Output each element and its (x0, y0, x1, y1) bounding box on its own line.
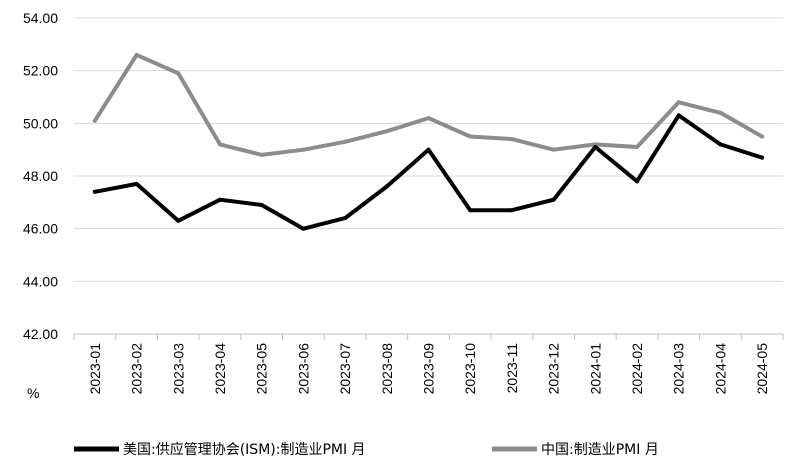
gridlines (74, 17, 783, 335)
data-point (760, 155, 765, 160)
data-point (343, 216, 348, 221)
data-point (217, 197, 222, 202)
data-point (384, 184, 389, 189)
y-tick-label: 54.00 (23, 10, 58, 26)
data-point (718, 142, 723, 147)
data-point (259, 152, 264, 157)
y-tick-label: 48.00 (23, 168, 58, 184)
data-point (176, 218, 181, 223)
y-tick-label: 46.00 (23, 221, 58, 237)
x-tick-label: 2024-04 (712, 343, 728, 395)
y-tick-label: 42.00 (23, 326, 58, 342)
data-point (301, 226, 306, 231)
data-point (593, 145, 598, 150)
y-axis-ticks: 54.00 52.00 50.00 48.00 46.00 44.00 42.00 (23, 10, 58, 342)
x-tick-label: 2023-05 (254, 343, 270, 395)
data-point (718, 110, 723, 115)
y-tick-label: 50.00 (23, 115, 58, 131)
legend: 美国:供应管理协会(ISM):制造业PMI 月 中国:制造业PMI 月 (74, 441, 659, 458)
data-point (551, 197, 556, 202)
x-tick-label: 2023-09 (421, 343, 437, 395)
data-point (468, 208, 473, 213)
legend-label-china: 中国:制造业PMI 月 (541, 442, 659, 458)
x-tick-label: 2023-03 (170, 343, 186, 395)
data-point (676, 113, 681, 118)
data-point (301, 147, 306, 152)
x-tick-label: 2023-01 (87, 343, 103, 395)
data-point (509, 208, 514, 213)
x-tick-label: 2024-02 (629, 343, 645, 395)
data-point (343, 139, 348, 144)
data-point (635, 179, 640, 184)
x-tick-label: 2023-07 (337, 343, 353, 395)
y-tick-label: 52.00 (23, 63, 58, 79)
data-point (509, 137, 514, 142)
data-point (635, 145, 640, 150)
data-point (426, 116, 431, 121)
x-tick-label: 2023-02 (129, 343, 145, 395)
y-axis-unit: % (27, 385, 39, 401)
x-tick-label: 2023-06 (295, 343, 311, 395)
data-point (259, 202, 264, 207)
data-point (384, 129, 389, 134)
series-lines (92, 52, 765, 231)
data-point (217, 142, 222, 147)
y-tick-label: 44.00 (23, 273, 58, 289)
data-point (426, 147, 431, 152)
x-tick-label: 2024-03 (671, 343, 687, 395)
data-point (551, 147, 556, 152)
data-point (92, 189, 97, 194)
x-tick-label: 2023-08 (379, 343, 395, 395)
x-tick-label: 2023-10 (462, 343, 478, 395)
data-point (134, 181, 139, 186)
data-point (92, 118, 97, 123)
data-point (176, 71, 181, 76)
x-axis-ticks: 2023-01 2023-02 2023-03 2023-04 2023-05 2023-… (73, 334, 784, 395)
legend-label-us: 美国:供应管理协会(ISM):制造业PMI 月 (123, 441, 366, 458)
data-point (468, 134, 473, 139)
series-line-0 (92, 113, 765, 231)
x-tick-label: 2023-12 (546, 343, 562, 395)
data-point (760, 134, 765, 139)
x-tick-label: 2024-01 (587, 343, 603, 395)
data-point (676, 100, 681, 105)
data-point (134, 52, 139, 57)
x-tick-label: 2023-11 (504, 343, 520, 394)
x-tick-label: 2024-05 (754, 343, 770, 395)
x-tick-label: 2023-04 (212, 343, 228, 395)
